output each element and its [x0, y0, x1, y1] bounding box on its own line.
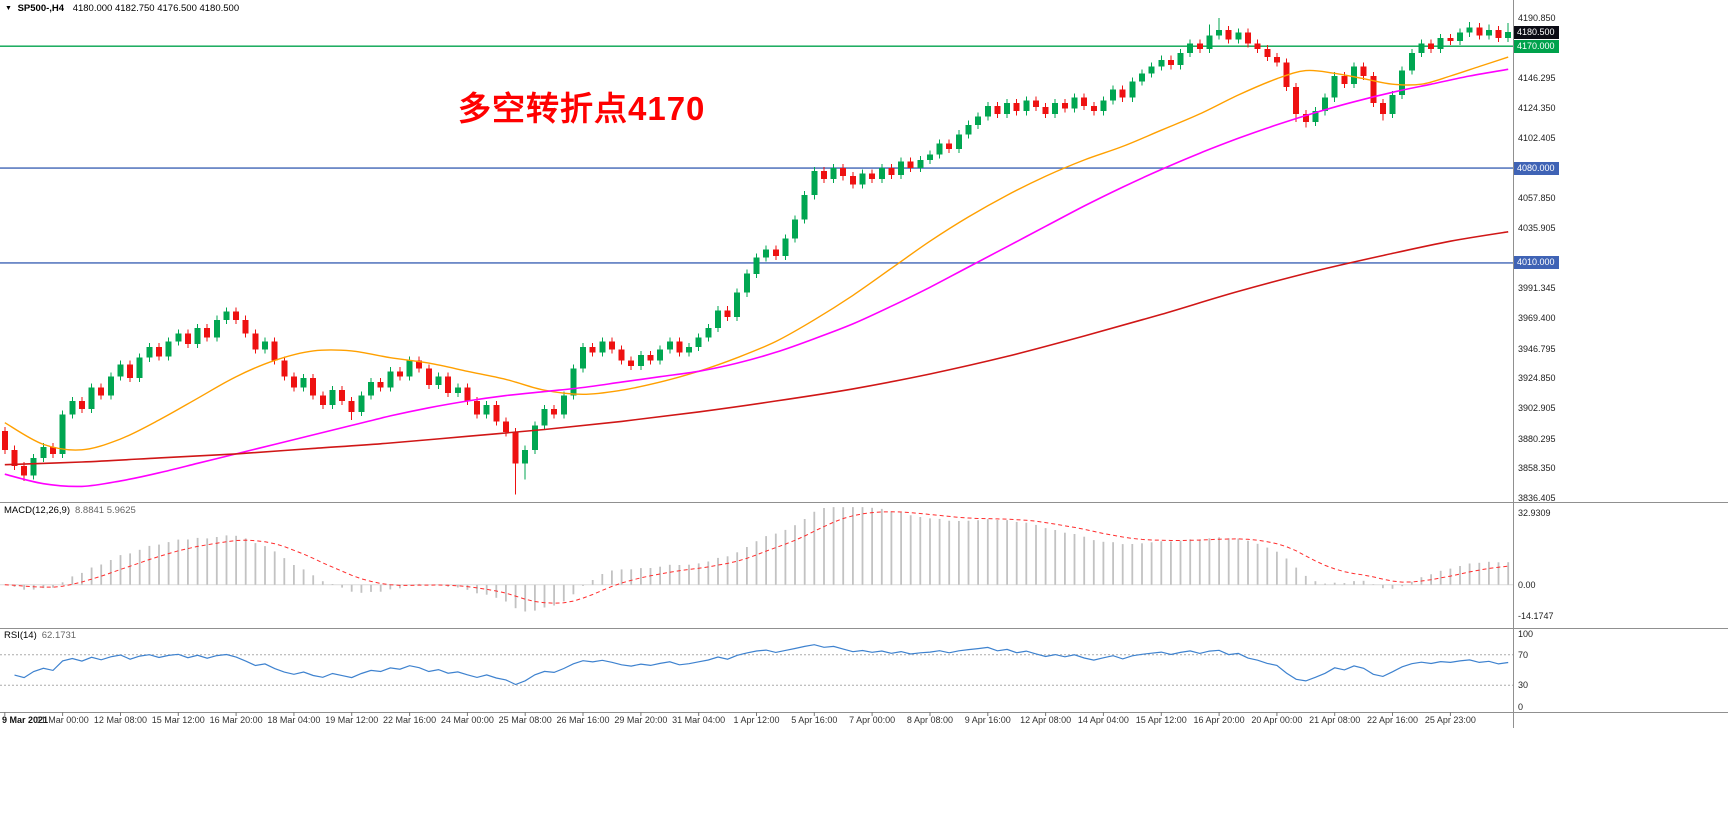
symbol-timeframe: SP500-,H4	[17, 3, 65, 14]
rsi-indicator-label: RSI(14) 62.1731	[4, 630, 76, 641]
time-axis-label: 16 Apr 20:00	[1193, 715, 1245, 725]
time-scale-ticks	[4, 712, 1451, 716]
macd-histogram	[13, 507, 1510, 612]
time-axis-label: 7 Apr 00:00	[849, 715, 896, 725]
rsi-value: 62.1731	[41, 630, 77, 641]
time-axis-label: 5 Apr 16:00	[791, 715, 838, 725]
symbol-ohlc-readout: ▼ SP500-,H4 4180.000 4182.750 4176.500 4…	[5, 3, 239, 14]
time-axis-label: 16 Mar 20:00	[209, 715, 263, 725]
time-axis[interactable]: 9 Mar 2021 11 Mar 00:00 12 Mar 08:00 15 Mar…	[0, 712, 1513, 729]
ma-medium-magenta	[4, 68, 1509, 488]
ma-fast-orange	[4, 56, 1509, 451]
time-axis-label: 15 Mar 12:00	[151, 715, 205, 725]
time-axis-label: 1 Apr 12:00	[733, 715, 780, 725]
time-axis-label: 12 Mar 08:00	[93, 715, 147, 725]
time-axis-label: 12 Apr 08:00	[1020, 715, 1072, 725]
rsi-name: RSI(14)	[4, 630, 37, 641]
candles-layer	[1, 18, 1512, 495]
time-axis-label: 11 Mar 00:00	[36, 715, 89, 725]
time-axis-label: 22 Apr 16:00	[1367, 715, 1419, 725]
time-axis-label: 25 Apr 23:00	[1424, 715, 1476, 725]
time-axis-label: 9 Apr 16:00	[964, 715, 1011, 725]
macd-name: MACD(12,26,9)	[4, 505, 70, 516]
chart-annotation-text[interactable]: 多空转折点4170	[458, 90, 706, 127]
time-axis-label: 25 Mar 08:00	[498, 715, 552, 725]
time-axis-label: 22 Mar 16:00	[383, 715, 437, 725]
time-axis-label: 15 Apr 12:00	[1135, 715, 1187, 725]
time-axis-label: 29 Mar 20:00	[614, 715, 668, 725]
macd-indicator-label: MACD(12,26,9) 8.8841 5.9625	[4, 505, 136, 516]
ohlc-values: 4180.000 4182.750 4176.500 4180.500	[72, 3, 240, 14]
macd-value-main: 8.8841	[75, 505, 105, 516]
time-axis-label: 26 Mar 16:00	[556, 715, 610, 725]
ma-slow-red	[4, 231, 1509, 466]
symbol-marker-icon: ▼	[5, 5, 12, 12]
time-axis-label: 24 Mar 00:00	[440, 715, 494, 725]
time-axis-label: 18 Mar 04:00	[267, 715, 321, 725]
time-axis-label: 14 Apr 04:00	[1077, 715, 1129, 725]
time-axis-label: 20 Apr 00:00	[1251, 715, 1303, 725]
time-axis-label: 21 Apr 08:00	[1309, 715, 1361, 725]
rsi-line	[14, 644, 1509, 686]
macd-value-signal: 5.9625	[106, 505, 136, 516]
time-axis-label: 9 Mar 2021	[2, 715, 49, 725]
time-axis-label: 31 Mar 04:00	[672, 715, 726, 725]
time-axis-label: 19 Mar 12:00	[325, 715, 379, 725]
time-axis-label: 8 Apr 08:00	[906, 715, 953, 725]
